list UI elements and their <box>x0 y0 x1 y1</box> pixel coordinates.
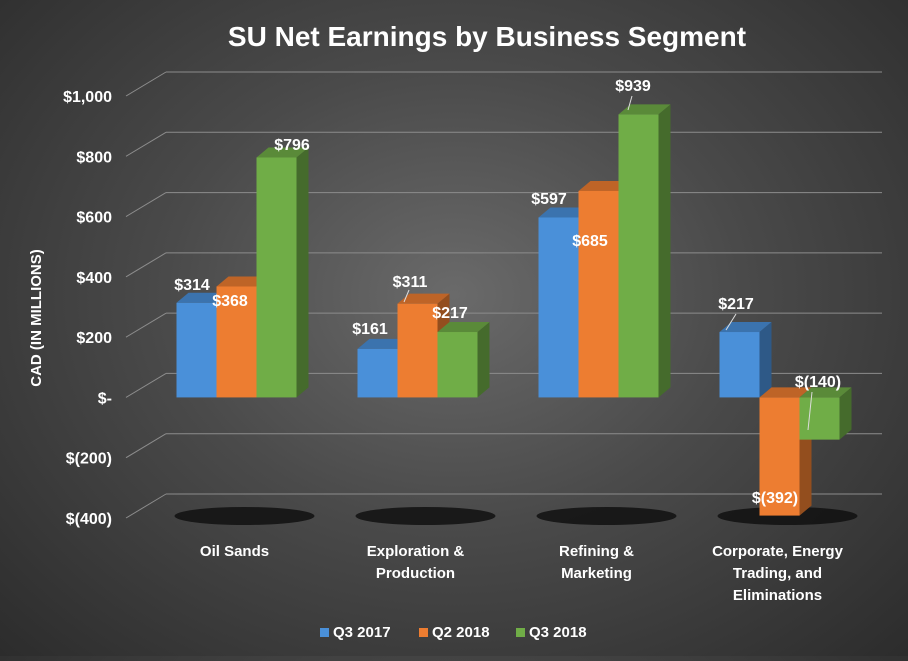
data-label: $597 <box>531 191 567 208</box>
gridline-diagonal <box>125 131 167 157</box>
gridline-diagonal <box>125 493 167 519</box>
data-labels: $314$368$796$161$311$217$597$685$939$217… <box>174 78 841 507</box>
y-tick-label: $600 <box>76 210 112 227</box>
legend-item: Q3 2017 <box>320 624 391 641</box>
data-label: $314 <box>174 277 210 294</box>
bar-top <box>176 292 229 303</box>
floor-shadow <box>536 507 677 525</box>
category-label: Exploration & Production <box>367 543 465 582</box>
legend-item: Q3 2018 <box>516 624 587 641</box>
gridline-diagonal <box>125 433 167 459</box>
floor-shadow <box>717 507 858 525</box>
y-tick-label: $800 <box>76 149 112 166</box>
data-label: $217 <box>432 305 468 322</box>
gridline-diagonal <box>125 71 167 97</box>
bar-side <box>296 147 309 398</box>
bar-side <box>839 387 852 440</box>
data-label: $685 <box>572 233 608 250</box>
category-label: Corporate, Energy Trading, and Elimination… <box>712 543 844 604</box>
bar-front <box>719 332 760 398</box>
bar-side <box>477 322 490 398</box>
legend-swatch <box>320 628 329 637</box>
data-label: $217 <box>718 296 754 313</box>
data-label: $796 <box>274 137 310 154</box>
legend-swatch <box>419 628 428 637</box>
legend-swatch <box>516 628 525 637</box>
bar-side <box>759 322 772 398</box>
bar <box>799 387 852 440</box>
floor-shadow <box>174 507 315 525</box>
data-label: $311 <box>393 274 428 291</box>
y-tick-label: $200 <box>76 330 112 347</box>
gridline-diagonal <box>125 312 167 338</box>
data-label: $(140) <box>795 374 841 391</box>
bars <box>176 104 852 516</box>
legend: Q3 2017 Q2 2018 Q3 2018 <box>320 624 587 641</box>
gridline-diagonal <box>125 192 167 218</box>
bar-top <box>618 104 671 115</box>
bar <box>618 104 671 398</box>
bar-front <box>256 157 297 398</box>
data-label: $161 <box>352 321 388 338</box>
bar-front <box>176 302 217 398</box>
bar-top <box>216 276 269 287</box>
bar-top <box>256 147 309 158</box>
data-label-leader <box>725 313 737 331</box>
y-tick-label: $(200) <box>66 451 112 468</box>
bar-top <box>759 387 812 398</box>
bar-top <box>799 387 852 398</box>
bar-front <box>618 114 659 398</box>
y-axis-label: CAD (IN MILLIONS) <box>28 249 45 386</box>
data-label: $(392) <box>752 490 798 507</box>
legend-label: Q3 2018 <box>529 624 587 641</box>
bar-front <box>397 303 438 398</box>
bar-front <box>216 286 257 398</box>
gridline-diagonal <box>125 252 167 278</box>
y-tick-label: $(400) <box>66 511 112 528</box>
bar-front <box>437 332 478 398</box>
bar-top <box>397 293 450 304</box>
bar-top <box>578 180 631 191</box>
floor-shadow <box>355 507 496 525</box>
bar <box>256 147 309 398</box>
category-label: Refining & Marketing <box>559 543 634 582</box>
bar <box>719 322 772 398</box>
bar-top <box>357 338 410 349</box>
data-label-leader <box>807 391 813 431</box>
y-tick-label: $400 <box>76 270 112 287</box>
y-tick-label: $- <box>98 390 112 407</box>
y-tick-label: $1,000 <box>63 89 112 106</box>
chart-floor <box>174 507 858 525</box>
bar-side <box>658 104 671 398</box>
bar-front <box>538 217 579 398</box>
y-axis-ticks: $1,000 $800 $600 $400 $200 $- $(200) $(400) <box>63 89 112 528</box>
gridline-diagonal <box>125 372 167 398</box>
bar-top <box>538 207 591 218</box>
bar-front <box>578 190 619 398</box>
category-label: Oil Sands <box>200 543 269 560</box>
category-labels: Oil Sands Exploration & Production Refining… <box>200 543 844 604</box>
data-label: $939 <box>615 78 651 95</box>
data-label: $368 <box>212 293 248 310</box>
data-label-leader <box>403 289 410 303</box>
bar-front <box>357 348 398 398</box>
data-label-leader <box>627 95 633 111</box>
legend-label: Q2 2018 <box>432 624 490 641</box>
bar-top <box>719 322 772 333</box>
legend-label: Q3 2017 <box>333 624 391 641</box>
bar-top <box>437 322 490 333</box>
bar-front <box>799 397 840 440</box>
bar-front <box>759 397 800 516</box>
bar <box>437 322 490 398</box>
legend-item: Q2 2018 <box>419 624 490 641</box>
chart-title: SU Net Earnings by Business Segment <box>228 21 746 52</box>
